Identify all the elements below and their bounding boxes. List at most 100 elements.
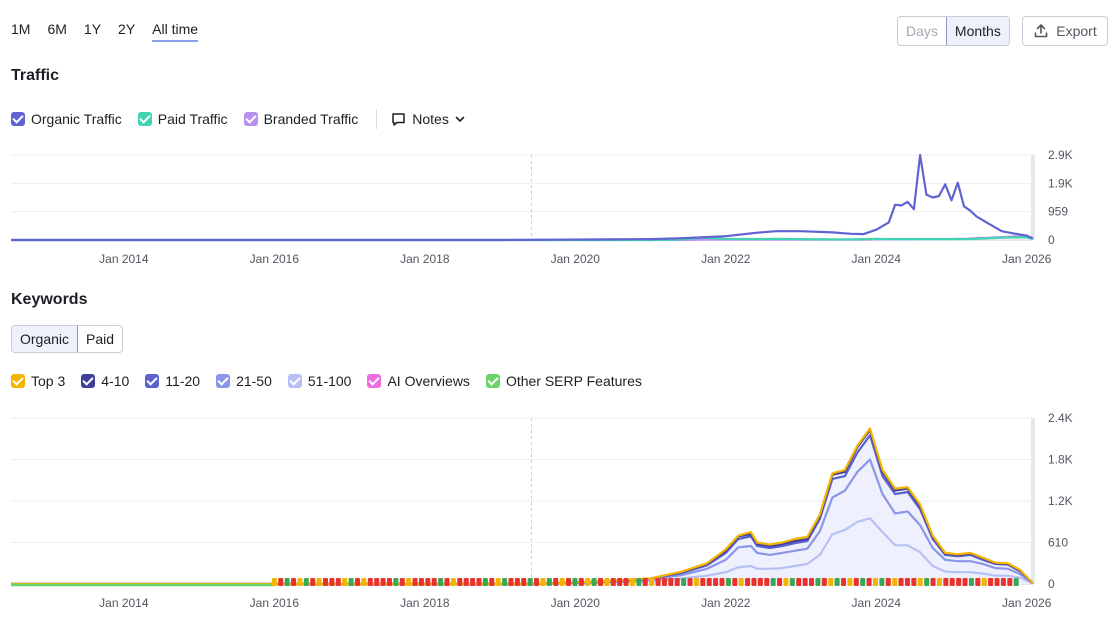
x-tick-label: Jan 2016 [250, 252, 300, 266]
serp-feature-marker [1000, 578, 1006, 586]
chevron-down-icon [455, 116, 465, 123]
serp-feature-marker [732, 578, 738, 586]
legend-other-serp-features[interactable]: Other SERP Features [485, 373, 642, 389]
notes-dropdown[interactable]: Notes [391, 111, 465, 127]
serp-feature-marker [885, 578, 891, 586]
serp-feature-marker [821, 578, 827, 586]
serp-feature-marker [323, 578, 329, 586]
serp-feature-marker [585, 578, 591, 586]
legend-21-50[interactable]: 21-50 [216, 373, 272, 389]
period-tab-6m[interactable]: 6M [47, 21, 67, 37]
series-line-paid-traffic [11, 236, 1034, 242]
serp-feature-marker [802, 578, 808, 586]
serp-feature-marker [450, 578, 456, 586]
export-button[interactable]: Export [1022, 16, 1108, 46]
notes-label: Notes [412, 111, 449, 127]
serp-feature-marker [425, 578, 431, 586]
serp-feature-marker [713, 578, 719, 586]
serp-feature-marker [399, 578, 405, 586]
series-line-top-3 [11, 427, 1034, 586]
serp-feature-marker [482, 578, 488, 586]
serp-feature-marker [367, 578, 373, 586]
serp-feature-marker [642, 578, 648, 586]
serp-feature-marker [495, 578, 501, 586]
organic-button[interactable]: Organic [12, 326, 79, 352]
serp-feature-marker [597, 578, 603, 586]
y-tick-label: 1.2K [1048, 494, 1073, 508]
serp-feature-marker [463, 578, 469, 586]
serp-feature-marker [655, 578, 661, 586]
months-button[interactable]: Months [945, 17, 1009, 45]
serp-feature-marker [872, 578, 878, 586]
checkbox-icon [145, 374, 160, 388]
serp-feature-marker [847, 578, 853, 586]
y-tick-label: 2.4K [1048, 411, 1073, 425]
serp-feature-marker [917, 578, 923, 586]
serp-feature-marker [904, 578, 910, 586]
x-tick-label: Jan 2020 [551, 252, 601, 266]
period-tab-1m[interactable]: 1M [11, 21, 31, 37]
serp-feature-marker [329, 578, 335, 586]
legend-top-3[interactable]: Top 3 [11, 373, 65, 389]
x-tick-label: Jan 2022 [701, 596, 751, 610]
serp-feature-marker [361, 578, 367, 586]
serp-feature-marker [687, 578, 693, 586]
serp-feature-marker [962, 578, 968, 586]
serp-feature-marker [591, 578, 597, 586]
keywords-type-toggle: Organic Paid [11, 325, 124, 353]
series-line-11-20 [11, 434, 1034, 586]
x-tick-label: Jan 2022 [701, 252, 751, 266]
legend-organic-traffic[interactable]: Organic Traffic [11, 111, 122, 127]
serp-feature-marker [815, 578, 821, 586]
legend-ai-overviews[interactable]: AI Overviews [367, 373, 470, 389]
checkbox-icon [243, 112, 258, 126]
legend-51-100[interactable]: 51-100 [287, 373, 351, 389]
serp-feature-marker [930, 578, 936, 586]
days-button[interactable]: Days [906, 23, 938, 39]
serp-feature-marker [668, 578, 674, 586]
period-tab-1y[interactable]: 1Y [83, 21, 102, 37]
serp-feature-marker [809, 578, 815, 586]
x-tick-label: Jan 2018 [400, 596, 450, 610]
x-tick-label: Jan 2020 [551, 596, 601, 610]
serp-feature-marker [757, 578, 763, 586]
traffic-title: Traffic [11, 67, 60, 84]
serp-feature-marker [559, 578, 565, 586]
serp-feature-marker [546, 578, 552, 586]
period-tab-all-time[interactable]: All time [152, 21, 199, 42]
legend-label: Organic Traffic [31, 111, 122, 127]
serp-feature-marker [751, 578, 757, 586]
checkbox-icon [287, 374, 302, 388]
serp-feature-marker [316, 578, 322, 586]
x-tick-label: Jan 2024 [852, 596, 902, 610]
serp-feature-marker [860, 578, 866, 586]
legend-4-10[interactable]: 4-10 [81, 373, 129, 389]
keywords-legend: Top 3 4-10 11-20 21-50 51-100 AI Overvie… [11, 373, 658, 389]
period-tab-2y[interactable]: 2Y [118, 21, 136, 37]
legend-label: AI Overviews [387, 373, 470, 389]
legend-11-20[interactable]: 11-20 [145, 373, 200, 389]
legend-branded-traffic[interactable]: Branded Traffic [243, 111, 358, 127]
checkbox-icon [367, 374, 382, 388]
serp-feature-marker [956, 578, 962, 586]
serp-feature-marker [719, 578, 725, 586]
traffic-chart[interactable]: 0 959 1.9K 2.9K Jan 2014 Jan 2016 Jan 2018 Jan … [0, 145, 1113, 270]
checkbox-icon [216, 374, 231, 388]
serp-feature-marker [431, 578, 437, 586]
keywords-chart[interactable]: 0 610 1.2K 1.8K 2.4K Jan 2014 Jan 2016 Jan 2018… [0, 408, 1113, 613]
serp-feature-marker [489, 578, 495, 586]
serp-feature-marker [284, 578, 290, 586]
serp-feature-marker [1007, 578, 1013, 586]
serp-feature-marker [988, 578, 994, 586]
y-tick-label: 0 [1048, 233, 1055, 247]
serp-feature-marker [406, 578, 412, 586]
serp-feature-marker [994, 578, 1000, 586]
checkbox-icon [81, 374, 96, 388]
serp-feature-marker [335, 578, 341, 586]
serp-feature-marker [924, 578, 930, 586]
paid-button[interactable]: Paid [86, 331, 115, 347]
serp-feature-marker [380, 578, 386, 586]
y-tick-label: 2.9K [1048, 148, 1073, 162]
x-tick-label: Jan 2018 [400, 252, 450, 266]
legend-paid-traffic[interactable]: Paid Traffic [137, 111, 228, 127]
